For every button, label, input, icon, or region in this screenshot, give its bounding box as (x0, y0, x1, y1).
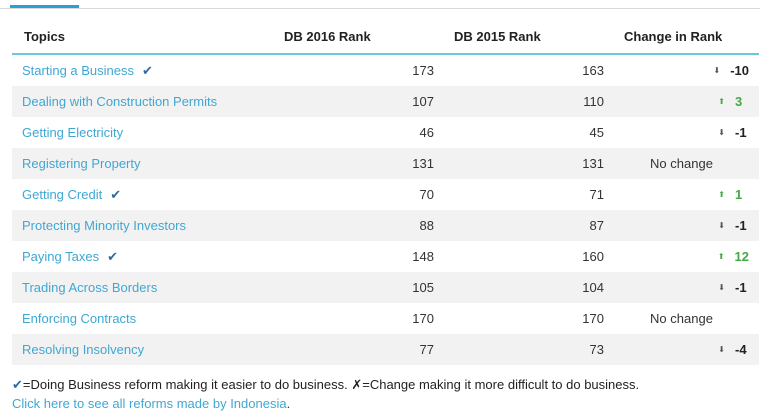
topic-link[interactable]: Trading Across Borders (22, 280, 158, 295)
change-cell: No change (614, 148, 759, 179)
table-row: Paying Taxes ✔ 148 160 ⬆ 12 (12, 241, 759, 272)
cross-icon: ✗ (351, 377, 363, 392)
change-value: 12 (734, 249, 749, 264)
change-cell: ⬇ -1 (614, 272, 759, 303)
topic-cell: Dealing with Construction Permits (12, 86, 274, 117)
reform-check-icon: ✔ (110, 186, 122, 202)
change-cell: ⬇ -10 (614, 54, 759, 86)
reform-check-icon: ✔ (12, 377, 23, 392)
table-row: Registering Property 131 131 No change (12, 148, 759, 179)
topic-cell: Starting a Business ✔ (12, 54, 274, 86)
db2015-rank-cell: 71 (589, 187, 604, 202)
change-cell: ⬆ 1 (614, 179, 759, 210)
table-row: Getting Credit ✔ 70 71 ⬆ 1 (12, 179, 759, 210)
topic-link[interactable]: Paying Taxes (22, 248, 100, 264)
db2016-rank-cell: 173 (412, 63, 434, 78)
db2016-rank-cell: 46 (419, 125, 434, 140)
footer-period: . (286, 396, 291, 411)
table-row: Starting a Business ✔ 173 163 ⬇ -10 (12, 54, 759, 86)
topic-cell: Trading Across Borders (12, 272, 274, 303)
table-row: Protecting Minority Investors 88 87 ⬇ -1 (12, 210, 759, 241)
reforms-footer: Click here to see all reforms made by In… (12, 396, 290, 411)
table-row: Dealing with Construction Permits 107 110 ⬆… (12, 86, 759, 117)
change-value: 1 (735, 187, 743, 202)
db2015-rank-cell: 87 (444, 210, 614, 241)
db2015-rank-cell: 131 (444, 148, 614, 179)
db2015-rank-cell: 45 (589, 125, 604, 140)
topic-link[interactable]: Getting Electricity (22, 125, 124, 140)
topic-cell: Enforcing Contracts (12, 303, 274, 334)
db2016-rank-cell: 148 (412, 249, 434, 264)
db2015-rank-cell: 170 (582, 311, 604, 326)
rank-table: Topics DB 2016 Rank DB 2015 Rank Change … (12, 19, 759, 365)
change-value: -4 (735, 342, 747, 357)
db2016-rank-cell: 77 (274, 334, 444, 365)
db2016-rank-cell: 88 (274, 210, 444, 241)
topic-link[interactable]: Protecting Minority Investors (22, 218, 187, 233)
arrow-down-icon: ⬇ (718, 283, 725, 293)
db2015-rank-cell: 104 (444, 272, 614, 303)
change-value: 3 (735, 94, 743, 109)
topic-cell: Protecting Minority Investors (12, 210, 274, 241)
no-change-text: No change (650, 156, 713, 171)
topic-link[interactable]: Dealing with Construction Permits (22, 94, 218, 109)
active-tab-indicator (10, 5, 79, 8)
change-cell: ⬆ 12 (614, 241, 759, 272)
change-value: -10 (730, 63, 749, 78)
topic-link[interactable]: Getting Credit (22, 186, 103, 202)
change-cell: ⬇ -4 (614, 334, 759, 365)
arrow-down-icon: ⬇ (718, 345, 725, 355)
db2015-rank-cell: 110 (444, 86, 614, 117)
arrow-down-icon: ⬇ (713, 66, 721, 76)
change-value: -1 (735, 280, 747, 295)
legend: ✔=Doing Business reform making it easier… (12, 377, 639, 393)
db2015-rank-cell: 163 (582, 63, 604, 78)
legend-difficult-text: =Change making it more difficult to do b… (362, 377, 640, 392)
header-topics: Topics (12, 19, 274, 55)
table-row: Enforcing Contracts 170 170 No change (12, 303, 759, 334)
all-reforms-link[interactable]: Click here to see all reforms made by In… (12, 396, 287, 411)
header-db2015-rank: DB 2015 Rank (444, 19, 614, 55)
change-cell: ⬇ -1 (614, 210, 759, 241)
db2016-rank-cell: 105 (274, 272, 444, 303)
topic-cell: Paying Taxes ✔ (12, 241, 274, 272)
reform-check-icon: ✔ (142, 62, 153, 78)
change-cell: No change (614, 303, 759, 334)
topic-link[interactable]: Resolving Insolvency (22, 342, 145, 357)
table-row: Trading Across Borders 105 104 ⬇ -1 (12, 272, 759, 303)
change-cell: ⬇ -1 (614, 117, 759, 148)
arrow-down-icon: ⬇ (718, 128, 725, 138)
db2016-rank-cell: 131 (274, 148, 444, 179)
reform-check-icon: ✔ (107, 248, 118, 264)
topic-link[interactable]: Enforcing Contracts (22, 311, 137, 326)
tab-bar (0, 0, 760, 9)
topic-cell: Getting Electricity (12, 117, 274, 148)
topic-cell: Getting Credit ✔ (12, 179, 274, 210)
topic-link[interactable]: Starting a Business (22, 62, 135, 78)
table-row: Resolving Insolvency 77 73 ⬇ -4 (12, 334, 759, 365)
db2016-rank-cell: 70 (419, 187, 434, 202)
header-db2016-rank: DB 2016 Rank (274, 19, 444, 55)
table-body: Starting a Business ✔ 173 163 ⬇ -10 Dealing wi… (12, 54, 759, 365)
db2016-rank-cell: 170 (412, 311, 434, 326)
table-header-row: Topics DB 2016 Rank DB 2015 Rank Change … (12, 19, 759, 55)
change-cell: ⬆ 3 (614, 86, 759, 117)
db2015-rank-cell: 73 (444, 334, 614, 365)
change-value: -1 (735, 125, 747, 140)
legend-easier-text: =Doing Business reform making it easier … (22, 377, 348, 392)
arrow-up-icon: ⬆ (717, 252, 725, 262)
table-row: Getting Electricity 46 45 ⬇ -1 (12, 117, 759, 148)
db2016-rank-cell: 107 (274, 86, 444, 117)
header-change-in-rank: Change in Rank (614, 19, 759, 55)
arrow-down-icon: ⬇ (718, 221, 725, 231)
change-value: -1 (735, 218, 747, 233)
arrow-up-icon: ⬆ (718, 97, 725, 107)
arrow-up-icon: ⬆ (718, 190, 725, 200)
no-change-text: No change (650, 311, 713, 326)
topic-link[interactable]: Registering Property (22, 156, 141, 171)
db2015-rank-cell: 160 (582, 249, 604, 264)
topic-cell: Resolving Insolvency (12, 334, 274, 365)
topic-cell: Registering Property (12, 148, 274, 179)
